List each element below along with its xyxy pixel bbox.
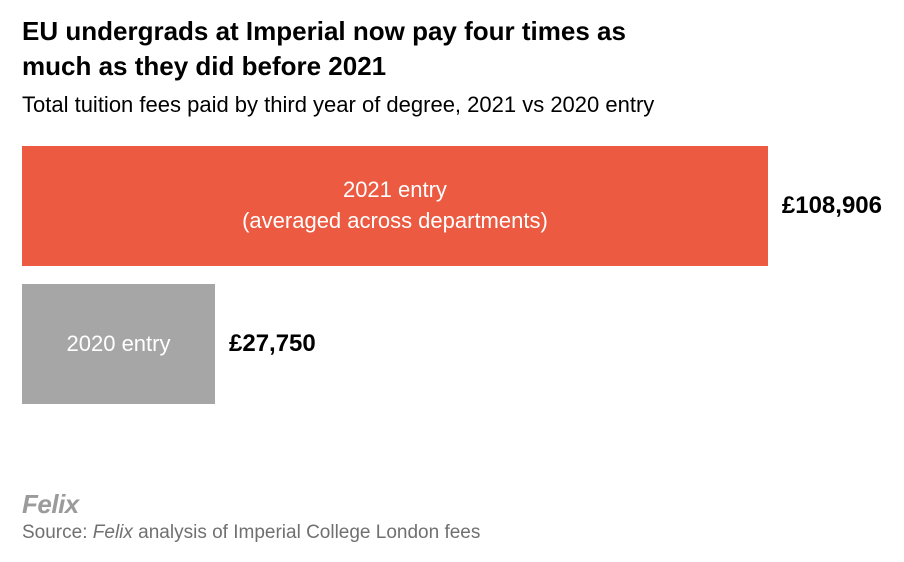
title-line-1: EU undergrads at Imperial now pay four t… — [22, 16, 626, 46]
source-prefix: Source: — [22, 522, 93, 543]
bar-row-2021: 2021 entry (averaged across departments)… — [22, 146, 882, 266]
bar-row-2020: 2020 entry £27,750 — [22, 284, 882, 404]
chart-title: EU undergrads at Imperial now pay four t… — [22, 14, 882, 84]
source-italic: Felix — [93, 522, 133, 543]
source-line: Source: Felix analysis of Imperial Colle… — [22, 522, 480, 544]
bar-value-2021: £108,906 — [782, 192, 882, 220]
bar-label-line2: (averaged across departments) — [242, 206, 548, 237]
felix-logo: Felix — [22, 489, 480, 520]
title-line-2: much as they did before 2021 — [22, 51, 386, 81]
bar-label-line1: 2020 entry — [67, 329, 171, 360]
bar-chart: 2021 entry (averaged across departments)… — [22, 146, 882, 404]
bar-2020: 2020 entry — [22, 284, 215, 404]
chart-footer: Felix Source: Felix analysis of Imperial… — [22, 489, 480, 544]
source-rest: analysis of Imperial College London fees — [133, 522, 480, 543]
bar-2021: 2021 entry (averaged across departments) — [22, 146, 768, 266]
bar-value-2020: £27,750 — [229, 330, 316, 358]
chart-subtitle: Total tuition fees paid by third year of… — [22, 92, 882, 118]
bar-label-line1: 2021 entry — [343, 175, 447, 206]
